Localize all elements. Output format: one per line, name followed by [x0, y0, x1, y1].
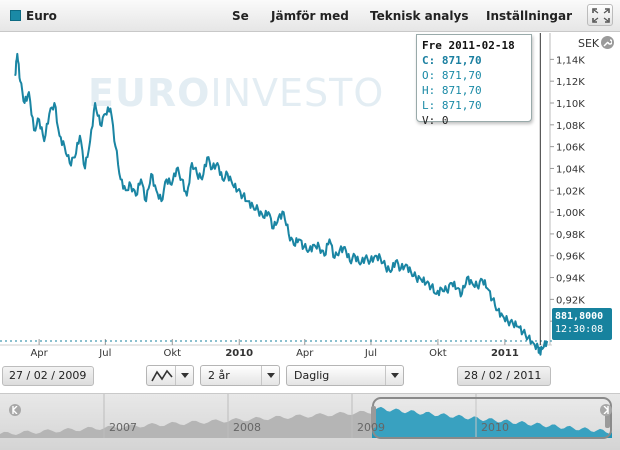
series-color-swatch [10, 10, 21, 21]
instrument-title: Euro [26, 9, 57, 23]
line-chart-icon [151, 369, 173, 382]
y-tick-label: 1,14K [556, 55, 585, 66]
x-tick-label: Okt [429, 348, 447, 359]
last-price-marker: 881,8000 12:30:08 [552, 308, 612, 340]
tooltip-close: C: 871,70 [422, 54, 482, 67]
header-bar: Euro Se Jämför med Teknisk analys Instäl… [0, 0, 620, 32]
watermark-logo: EUROINVESTO [88, 71, 385, 115]
price-series-line [14, 52, 549, 356]
x-tick-label: Apr [30, 348, 48, 359]
fullscreen-icon [592, 8, 610, 23]
chevron-down-icon [385, 366, 403, 385]
fullscreen-button[interactable] [587, 4, 613, 26]
navigator-year-label: 2008 [233, 421, 261, 434]
y-tick-label: 0,98K [556, 230, 585, 241]
chart-type-dropdown[interactable] [146, 365, 194, 386]
end-date-field[interactable]: 28 / 02 / 2011 [457, 366, 551, 386]
chart-settings-button[interactable] [601, 36, 614, 49]
period-dropdown[interactable]: 2 år [200, 365, 280, 386]
menu-compare[interactable]: Jämför med [271, 9, 349, 23]
x-tick-label: Apr [296, 348, 314, 359]
interval-value: Daglig [294, 369, 330, 382]
controls-row: 27 / 02 / 2009 2 år Daglig 28 / 02 / 201… [0, 360, 620, 392]
navigator-year-label: 2007 [109, 421, 137, 434]
tooltip-volume: V: 0 [422, 114, 449, 127]
y-tick-label: 0,96K [556, 252, 585, 263]
period-value: 2 år [208, 369, 230, 382]
interval-dropdown[interactable]: Daglig [286, 365, 404, 386]
navigator-left-arrow[interactable] [9, 404, 21, 416]
wrench-icon [603, 39, 612, 47]
tooltip-date: Fre 2011-02-18 [422, 39, 515, 52]
chart-area[interactable]: EUROINVESTO 0,90K0,92K0,94K0,96K0,98K1,0… [0, 33, 620, 360]
y-tick-label: 1,06K [556, 143, 585, 154]
menu-technical-analysis[interactable]: Teknisk analys [370, 9, 469, 23]
y-tick-label: 0,92K [556, 295, 585, 306]
price-chart[interactable]: 0,90K0,92K0,94K0,96K0,98K1,00K1,02K1,04K… [0, 33, 620, 360]
arrow-right-icon [603, 406, 609, 414]
y-tick-label: 1,04K [556, 164, 585, 175]
navigator-year-label: 2009 [357, 421, 385, 434]
y-tick-label: 1,08K [556, 121, 585, 132]
y-tick-label: 1,12K [556, 77, 585, 88]
last-price-value: 881,8000 [555, 311, 604, 322]
start-date-field[interactable]: 27 / 02 / 2009 [2, 366, 94, 386]
navigator-chart[interactable] [0, 394, 620, 450]
arrow-left-icon [12, 406, 18, 414]
chevron-down-icon [175, 366, 193, 385]
x-tick-label: 2010 [225, 348, 253, 359]
y-tick-label: 0,94K [556, 274, 585, 285]
y-tick-label: 1,02K [556, 186, 585, 197]
x-tick-label: Jul [98, 348, 111, 359]
y-tick-label: 1,00K [556, 208, 585, 219]
navigator-handle[interactable] [371, 406, 376, 428]
x-tick-label: Okt [163, 348, 181, 359]
chevron-down-icon [261, 366, 279, 385]
x-tick-label: Jul [364, 348, 377, 359]
last-price-time: 12:30:08 [555, 324, 604, 335]
menu-settings[interactable]: Inställningar [486, 9, 573, 23]
tooltip-open: O: 871,70 [422, 69, 482, 82]
navigator-right-arrow[interactable] [600, 404, 612, 416]
data-tooltip: Fre 2011-02-18 C: 871,70 O: 871,70 H: 87… [416, 34, 532, 127]
y-tick-label: 1,10K [556, 99, 585, 110]
x-tick-label: 2011 [491, 348, 519, 359]
tooltip-low: L: 871,70 [422, 99, 482, 112]
navigator-year-label: 2010 [481, 421, 509, 434]
menu-se[interactable]: Se [232, 9, 249, 23]
range-navigator[interactable]: 2007 2008 2009 2010 [0, 393, 620, 450]
navigator-history-area [0, 410, 372, 438]
currency-label: SEK [578, 37, 600, 50]
navigator-selected-area [372, 406, 612, 438]
tooltip-high: H: 871,70 [422, 84, 482, 97]
